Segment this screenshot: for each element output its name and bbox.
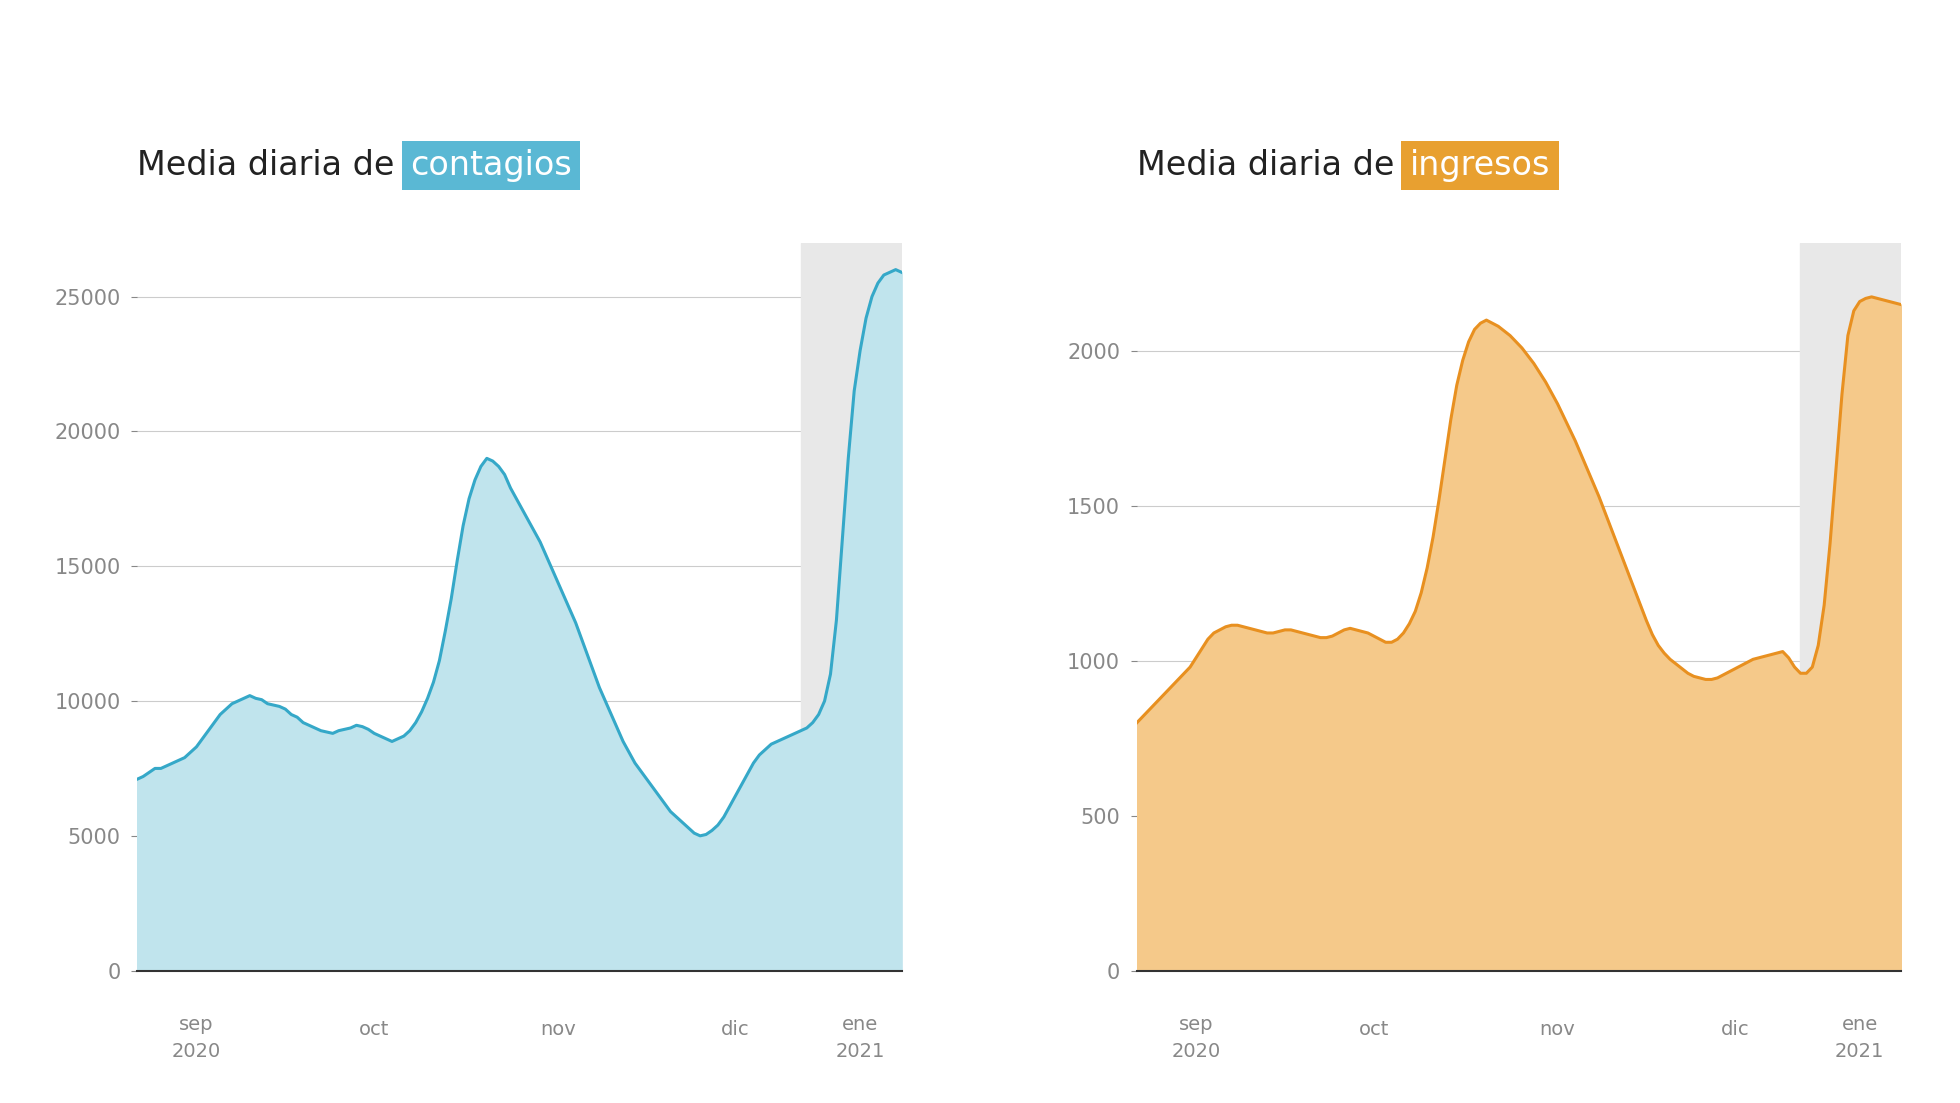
Text: sep: sep bbox=[1178, 1015, 1213, 1034]
Text: 2021: 2021 bbox=[1835, 1042, 1884, 1061]
Text: Media diaria de: Media diaria de bbox=[137, 149, 406, 182]
Text: sep: sep bbox=[178, 1015, 214, 1034]
Text: oct: oct bbox=[359, 1020, 390, 1039]
Text: ene: ene bbox=[843, 1015, 878, 1034]
Text: nov: nov bbox=[541, 1020, 576, 1039]
Text: dic: dic bbox=[1721, 1020, 1750, 1039]
Text: contagios: contagios bbox=[410, 149, 572, 182]
Text: nov: nov bbox=[1541, 1020, 1576, 1039]
Bar bbox=[1801, 243, 1901, 971]
Text: ene: ene bbox=[1842, 1015, 1878, 1034]
Text: dic: dic bbox=[721, 1020, 751, 1039]
Text: 2020: 2020 bbox=[1172, 1042, 1221, 1061]
Text: 2020: 2020 bbox=[172, 1042, 221, 1061]
Text: ingresos: ingresos bbox=[1409, 149, 1550, 182]
Text: Media diaria de: Media diaria de bbox=[1137, 149, 1405, 182]
Text: oct: oct bbox=[1358, 1020, 1390, 1039]
Bar bbox=[802, 243, 902, 971]
Text: 2021: 2021 bbox=[835, 1042, 884, 1061]
